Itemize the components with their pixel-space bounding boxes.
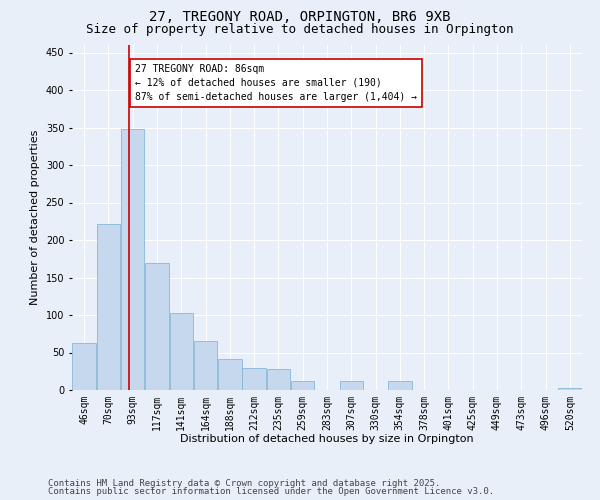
Bar: [121, 129, 145, 390]
Bar: [388, 381, 412, 390]
Bar: [73, 343, 96, 390]
Bar: [242, 368, 266, 390]
Text: Contains HM Land Registry data © Crown copyright and database right 2025.: Contains HM Land Registry data © Crown c…: [48, 478, 440, 488]
Bar: [145, 262, 169, 390]
Bar: [218, 358, 242, 390]
Bar: [291, 381, 314, 390]
Text: 27 TREGONY ROAD: 86sqm
← 12% of detached houses are smaller (190)
87% of semi-de: 27 TREGONY ROAD: 86sqm ← 12% of detached…: [135, 64, 417, 102]
Bar: [170, 313, 193, 390]
Bar: [194, 341, 217, 390]
Y-axis label: Number of detached properties: Number of detached properties: [30, 130, 40, 305]
Text: Size of property relative to detached houses in Orpington: Size of property relative to detached ho…: [86, 22, 514, 36]
X-axis label: Distribution of detached houses by size in Orpington: Distribution of detached houses by size …: [180, 434, 474, 444]
Bar: [340, 381, 363, 390]
Bar: [558, 388, 581, 390]
Bar: [97, 224, 120, 390]
Text: 27, TREGONY ROAD, ORPINGTON, BR6 9XB: 27, TREGONY ROAD, ORPINGTON, BR6 9XB: [149, 10, 451, 24]
Bar: [266, 369, 290, 390]
Text: Contains public sector information licensed under the Open Government Licence v3: Contains public sector information licen…: [48, 487, 494, 496]
